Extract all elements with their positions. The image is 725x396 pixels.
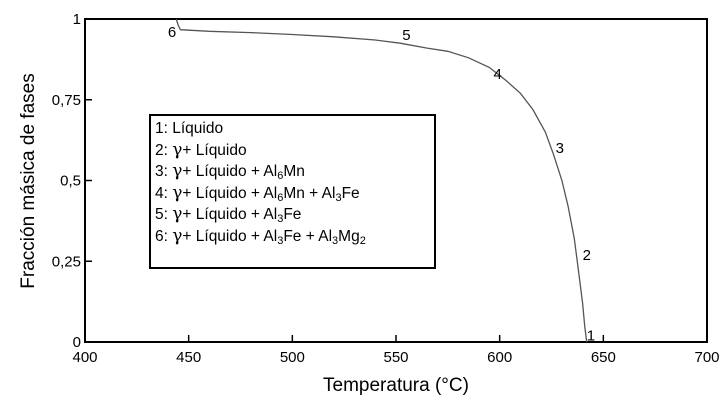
y-tick-label: 0,25 xyxy=(52,253,81,270)
legend-subscript: 3 xyxy=(277,234,284,247)
legend-subscript: 2 xyxy=(359,234,366,247)
legend-text: 3: xyxy=(155,163,173,180)
x-axis: 400 450 500 550 600 650 700 xyxy=(72,335,720,366)
legend-item-6: 6: γ+ Líquido + Al3Fe + Al3Mg2 xyxy=(155,226,434,248)
legend-text: + Líquido + Al xyxy=(182,206,278,223)
curve-label-4: 4 xyxy=(493,66,501,83)
legend-text: 6: xyxy=(155,227,173,245)
legend-text: 5: xyxy=(155,206,173,223)
legend: 1: Líquido 2: γ+ Líquido 3: γ+ Líquido + A… xyxy=(149,114,436,269)
curve-label-6: 6 xyxy=(168,24,176,41)
legend-item-4: 4: γ+ Líquido + Al6Mn + Al3Fe xyxy=(155,183,434,205)
curve-label-3: 3 xyxy=(556,140,564,157)
y-tick-label: 0,75 xyxy=(52,92,81,109)
x-tick-label: 400 xyxy=(72,349,97,366)
legend-text: + Líquido xyxy=(182,141,247,159)
legend-subscript: 3 xyxy=(335,191,342,204)
y-tick-label: 0 xyxy=(73,334,81,351)
legend-text: + Líquido + Al xyxy=(182,184,278,202)
x-axis-label: Temperatura (°C) xyxy=(323,375,469,396)
y-axis: 0 0,25 0,5 0,75 1 xyxy=(52,11,92,351)
y-axis-label: Fracción másica de fases xyxy=(18,73,39,288)
phase-fraction-line xyxy=(175,18,588,343)
legend-item-1: 1: Líquido xyxy=(155,118,434,140)
curve-label-1: 1 xyxy=(587,328,595,345)
legend-item-2: 2: γ+ Líquido xyxy=(155,140,434,162)
legend-text: Mn xyxy=(283,163,305,180)
legend-text: Mg xyxy=(338,227,360,245)
legend-subscript: 3 xyxy=(332,234,339,247)
y-tick-label: 0,5 xyxy=(60,173,81,190)
legend-text: Mn + Al xyxy=(283,184,336,202)
x-tick-label: 700 xyxy=(694,349,719,366)
x-tick-label: 600 xyxy=(487,349,512,366)
legend-text: + Líquido + Al xyxy=(182,227,278,245)
gamma-symbol: γ xyxy=(172,161,183,181)
legend-subscript: 3 xyxy=(277,213,284,225)
legend-text: 4: xyxy=(155,184,173,202)
x-tick-label: 500 xyxy=(280,349,305,366)
legend-text: Fe + Al xyxy=(283,227,333,245)
curve-label-2: 2 xyxy=(583,247,591,264)
gamma-symbol: γ xyxy=(172,182,183,203)
y-tick-label: 1 xyxy=(73,11,81,28)
legend-subscript: 6 xyxy=(277,191,284,204)
gamma-symbol: γ xyxy=(172,204,183,224)
x-tick-label: 450 xyxy=(176,349,201,366)
legend-text: + Líquido + Al xyxy=(182,163,278,180)
legend-text: Fe xyxy=(341,184,360,202)
curve-annotations: 1 2 3 4 5 6 xyxy=(168,24,595,345)
legend-text: 2: xyxy=(155,141,173,159)
legend-subscript: 6 xyxy=(277,170,284,182)
gamma-symbol: γ xyxy=(172,139,183,160)
legend-item-5: 5: γ+ Líquido + Al3Fe xyxy=(155,204,434,226)
legend-item-3: 3: γ+ Líquido + Al6Mn xyxy=(155,161,434,183)
legend-text: Fe xyxy=(283,206,302,223)
legend-text: 1: Líquido xyxy=(155,120,224,137)
x-tick-label: 650 xyxy=(591,349,616,366)
curve-label-5: 5 xyxy=(402,27,410,44)
x-tick-label: 550 xyxy=(383,349,408,366)
gamma-symbol: γ xyxy=(172,225,183,246)
